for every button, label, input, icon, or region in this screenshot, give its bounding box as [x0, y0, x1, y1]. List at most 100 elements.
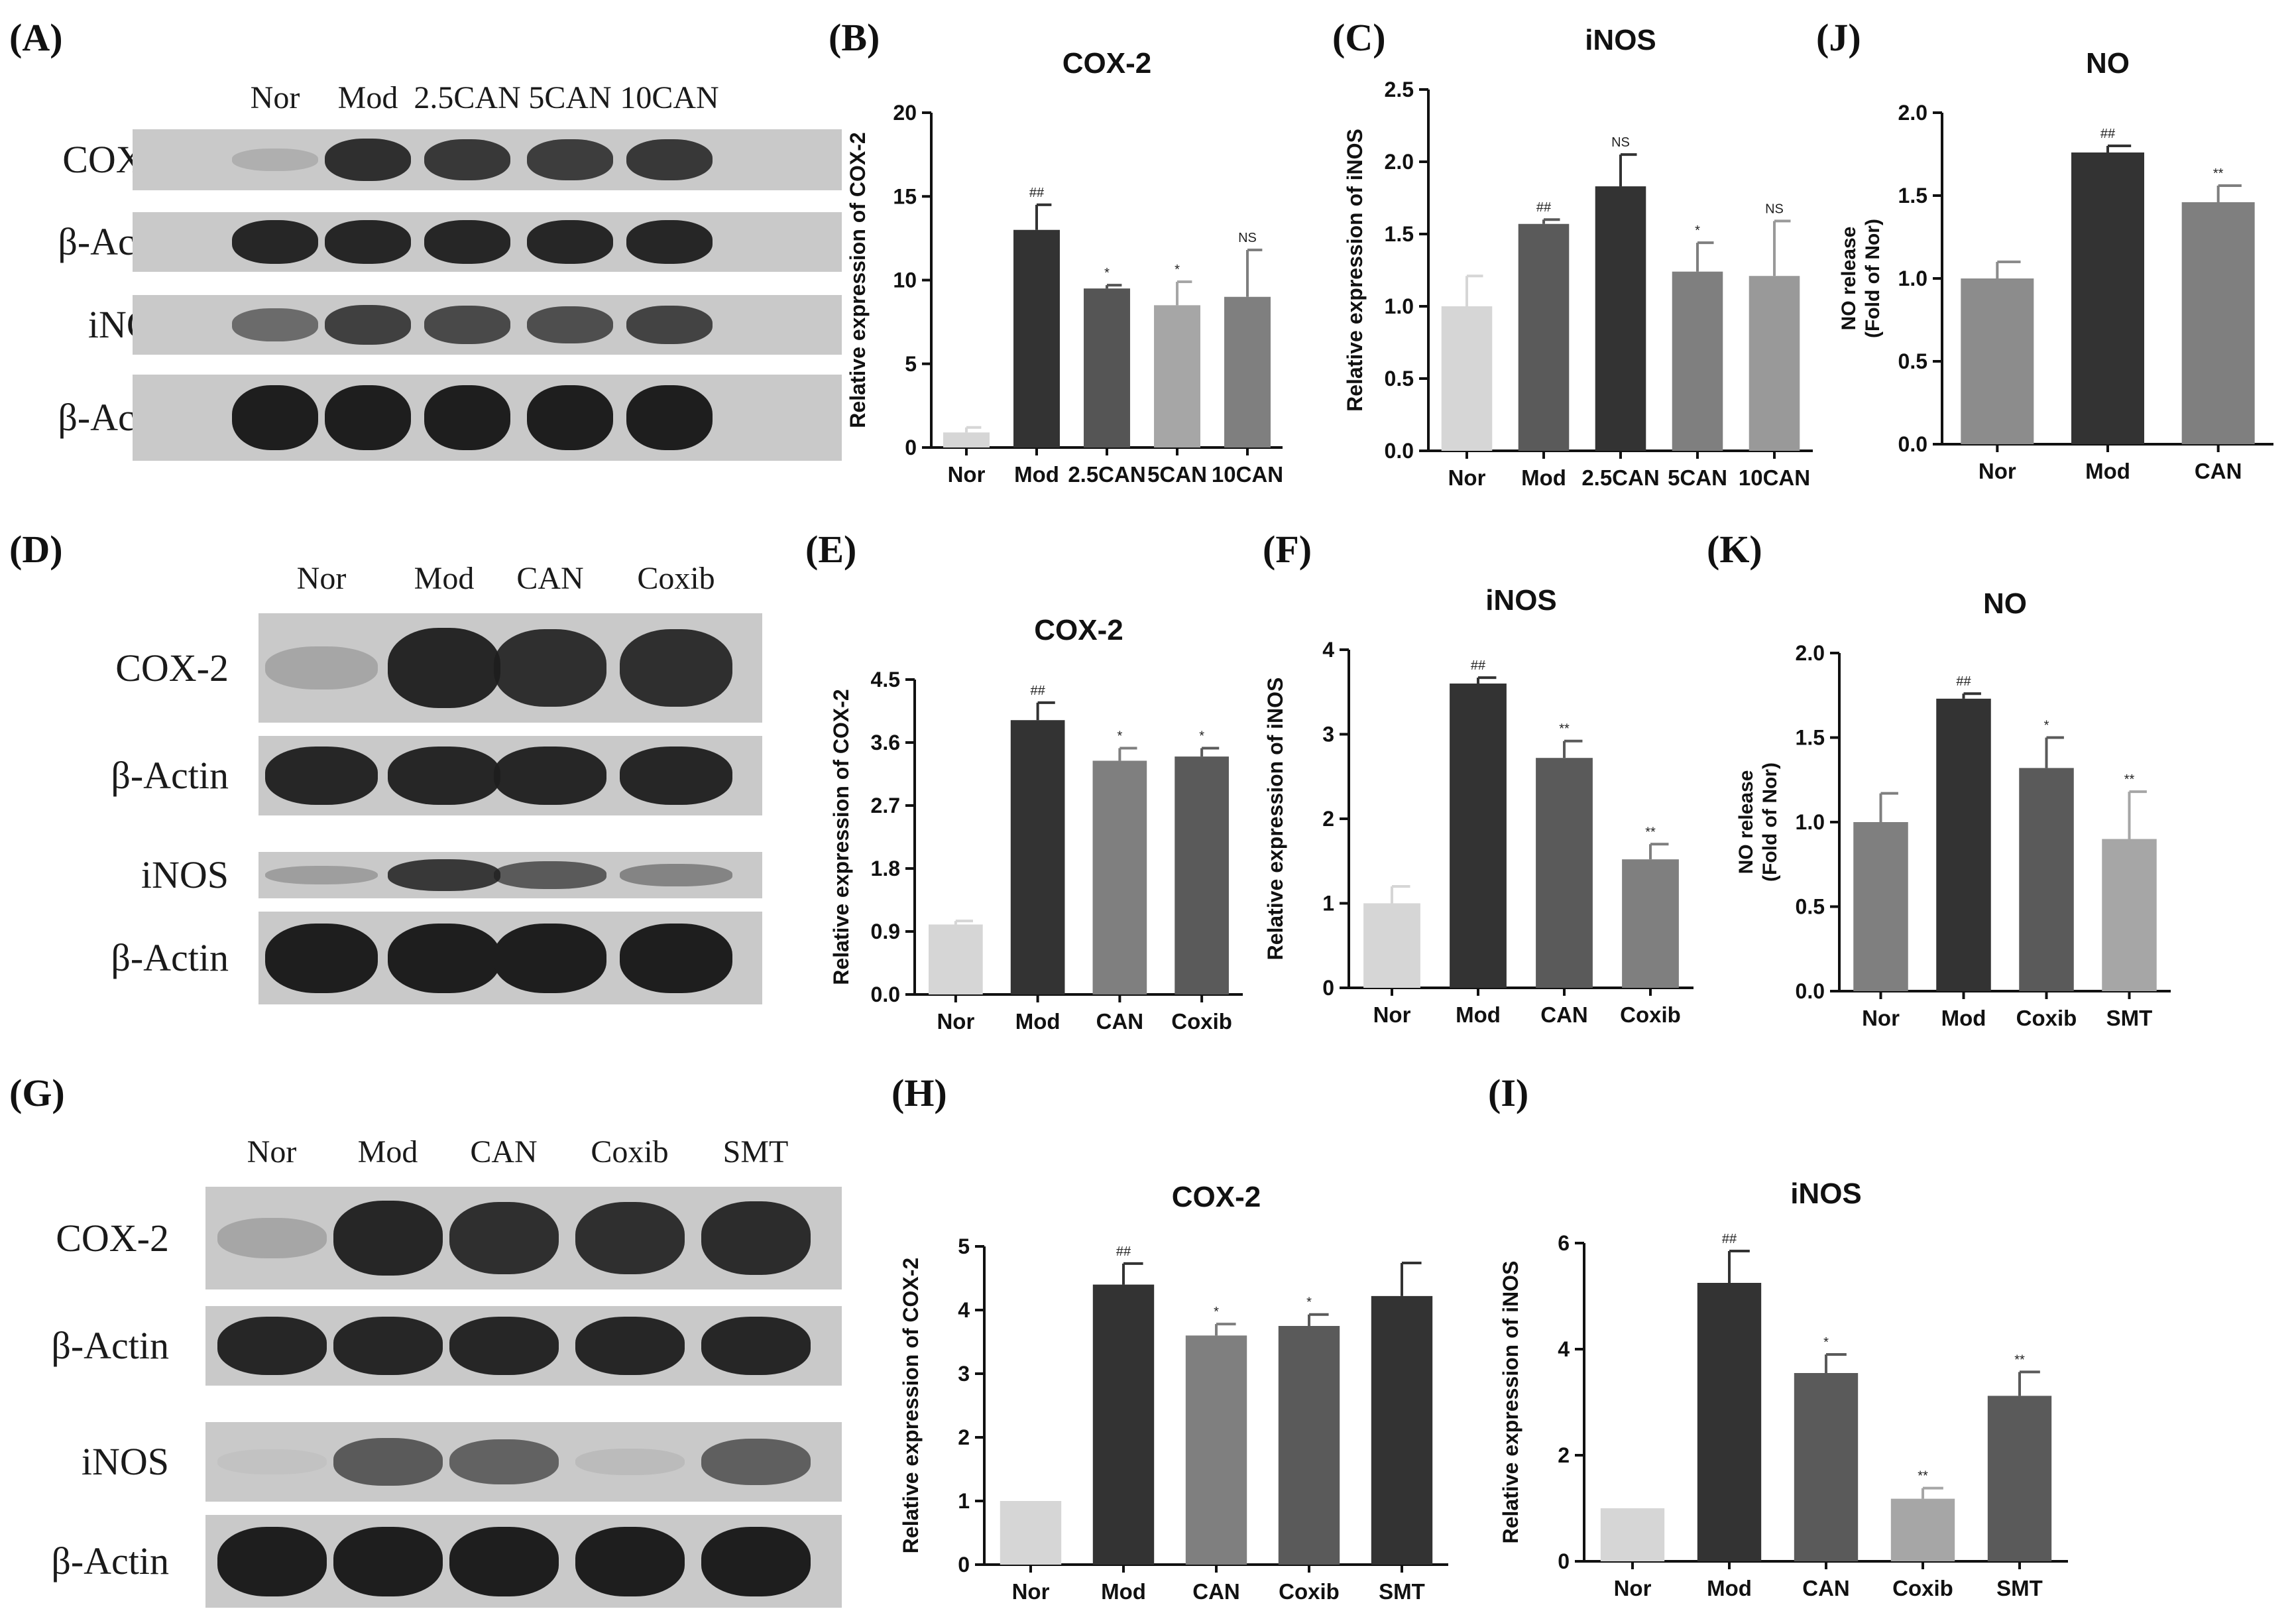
y-tick-label: 0.0: [1898, 432, 1927, 456]
blot-band: [325, 220, 411, 264]
blot-band: [701, 1201, 811, 1275]
y-tick-label: 1.0: [1385, 294, 1414, 318]
y-tick-label: 3: [958, 1362, 970, 1386]
significance-label: NS: [1765, 202, 1784, 216]
blot-d-row-label: β-Actin: [111, 936, 229, 979]
y-tick-label: 5: [905, 352, 917, 376]
blot-band: [265, 923, 378, 993]
blot-d-row-label: β-Actin: [111, 754, 229, 797]
chart-e-cox2: COX-2 Relative expression of COX-2 0.0 0.9 1…: [829, 614, 1243, 1034]
blot-band: [388, 859, 500, 891]
x-tick-label: Coxib: [1892, 1576, 1953, 1600]
y-tick-label: 2.7: [871, 794, 900, 817]
blot-band: [424, 139, 510, 181]
blot-band: [527, 385, 613, 450]
bar-smt: [2102, 839, 2157, 991]
bar-2.5can: [1084, 288, 1130, 448]
x-tick-label: Nor: [1862, 1006, 1900, 1030]
y-tick-label: 0.0: [1385, 439, 1414, 463]
y-tick-label: 1: [1322, 892, 1334, 916]
x-tick-label: CAN: [1096, 1009, 1144, 1034]
chart-b-cox2: COX-2 Relative expression of COX-2 0 5 10 15 2…: [846, 47, 1283, 487]
y-axis-label: Relative expression of COX-2: [846, 132, 870, 428]
bar-can: [1092, 760, 1147, 994]
x-tick-label: SMT: [1379, 1579, 1425, 1604]
x-tick-label: Nor: [1448, 465, 1486, 490]
y-tick-label: 0.9: [871, 920, 900, 943]
chart-title: COX-2: [1034, 614, 1123, 646]
y-tick-label: 6: [1558, 1231, 1570, 1255]
blot-band: [388, 923, 500, 993]
bar-coxib: [1622, 859, 1679, 988]
blot-a-lane-label: 5CAN: [528, 80, 612, 115]
blot-band: [232, 308, 318, 341]
blot-band: [575, 1448, 685, 1476]
bar-smt: [1371, 1295, 1433, 1565]
blot-band: [626, 220, 713, 264]
significance-label: *: [1104, 266, 1110, 280]
y-tick-label: 5: [958, 1234, 970, 1258]
x-tick-label: 2.5CAN: [1581, 465, 1659, 490]
blot-band: [424, 306, 510, 344]
bar-nor: [1600, 1508, 1665, 1561]
x-tick-label: CAN: [1540, 1002, 1588, 1027]
bar-coxib: [1175, 756, 1229, 994]
significance-label: **: [2014, 1352, 2025, 1367]
x-tick-label: Mod: [1521, 465, 1566, 490]
chart-title: COX-2: [1172, 1181, 1261, 1213]
blot-band: [217, 1317, 327, 1375]
y-tick-label: 0.5: [1796, 895, 1825, 919]
x-tick-label: 10CAN: [1212, 462, 1283, 487]
panel-letter-h: (H): [891, 1071, 947, 1114]
y-tick-label: 2: [1558, 1443, 1570, 1467]
blot-band: [265, 747, 378, 805]
blot-band: [575, 1526, 685, 1596]
blot-band: [620, 864, 732, 886]
bar-mod: [1697, 1283, 1762, 1561]
x-tick-label: Nor: [1012, 1579, 1050, 1604]
panel-letter-c: (C): [1332, 16, 1386, 59]
bar-mod: [1092, 1284, 1155, 1565]
blot-band: [626, 385, 713, 450]
panel-letter-j: (J): [1816, 16, 1861, 59]
y-tick-label: 0: [1558, 1549, 1570, 1573]
blot-band: [620, 629, 732, 707]
significance-label: *: [1306, 1295, 1312, 1310]
y-tick-label: 0: [1322, 976, 1334, 1000]
x-tick-label: Mod: [1941, 1006, 1986, 1030]
blot-band: [333, 1438, 443, 1486]
panel-letter-i: (I): [1488, 1071, 1529, 1114]
blot-g-row-label: β-Actin: [51, 1324, 169, 1367]
y-tick-label: 2: [958, 1425, 970, 1449]
blot-band: [494, 923, 606, 993]
panel-letter-f: (F): [1263, 528, 1312, 571]
blot-band: [701, 1526, 811, 1596]
panel-letter-g: (G): [9, 1071, 65, 1114]
bar-nor: [1961, 278, 2034, 444]
bar-nor: [1363, 903, 1420, 988]
bar-nor: [1853, 822, 1908, 991]
blot-g-row-label: β-Actin: [51, 1539, 169, 1583]
blot-a-lane-label: Nor: [250, 80, 300, 115]
bar-mod: [1936, 698, 1991, 991]
blot-d-lane-label: Nor: [296, 561, 347, 596]
significance-label: ##: [1536, 200, 1552, 215]
y-axis-label: Relative expression of iNOS: [1343, 129, 1367, 412]
y-tick-label: 10: [893, 269, 917, 292]
y-tick-label: 0: [958, 1553, 970, 1577]
y-tick-label: 2.0: [1898, 101, 1927, 125]
y-tick-label: 4: [1322, 638, 1334, 662]
panel-letter-e: (E): [805, 528, 857, 571]
blot-g-row-label: COX-2: [56, 1216, 169, 1260]
x-tick-label: SMT: [1996, 1576, 2043, 1600]
y-tick-label: 0.5: [1385, 367, 1414, 390]
blot-band: [333, 1526, 443, 1596]
chart-title: iNOS: [1585, 24, 1656, 56]
significance-label: **: [1645, 825, 1656, 839]
blot-d-row-label: iNOS: [141, 853, 229, 896]
panel-letter-b: (B): [829, 16, 880, 59]
bar-mod: [1010, 720, 1065, 994]
blot-a-lane-label: 2.5CAN: [414, 80, 521, 115]
blot-band: [449, 1439, 559, 1485]
